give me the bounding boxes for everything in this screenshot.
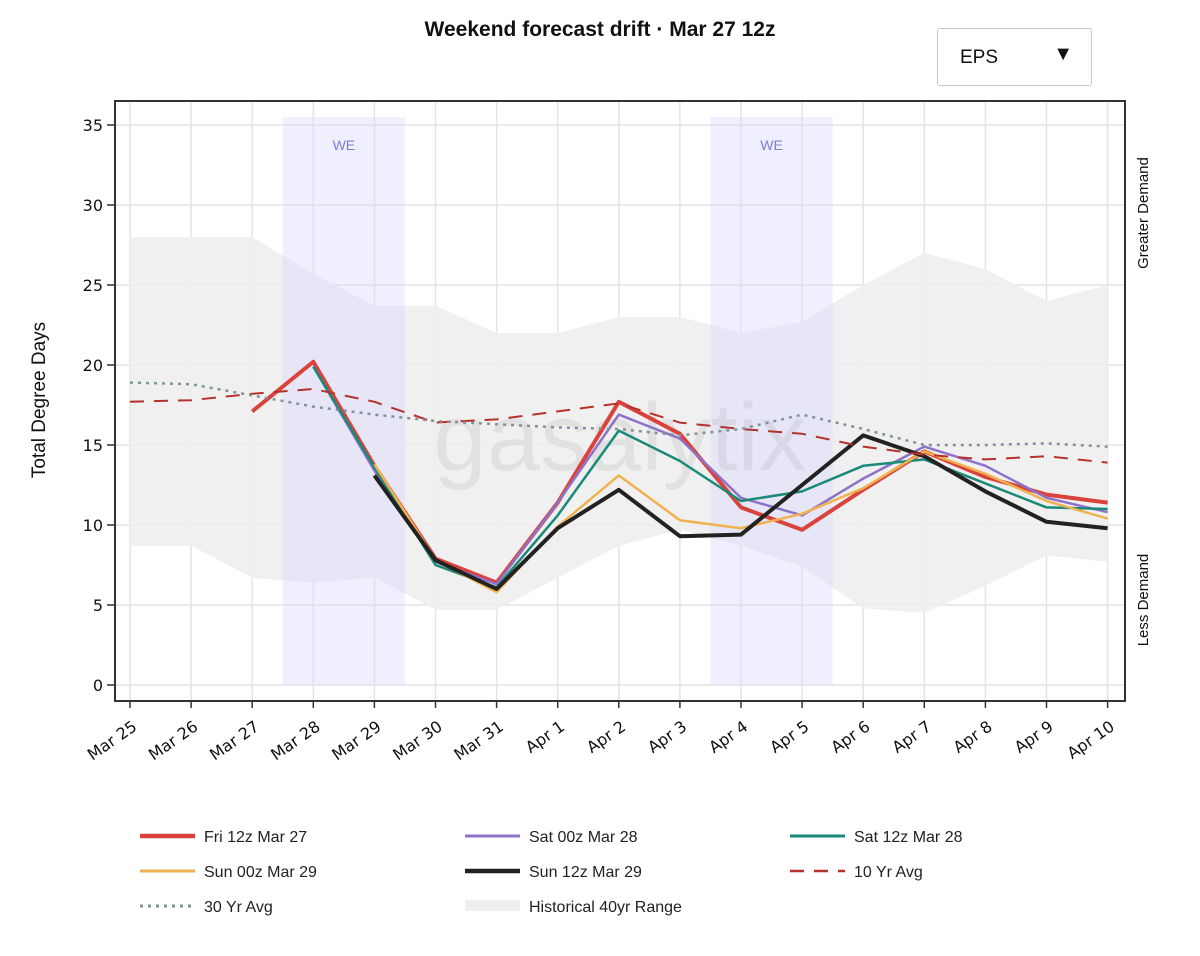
legend-item-fri12z: Fri 12z Mar 27 <box>140 829 307 846</box>
legend: Fri 12z Mar 27 Sat 00z Mar 28 Sat 12z Mar … <box>140 829 963 916</box>
legend-item-sun12z: Sun 12z Mar 29 <box>465 864 642 881</box>
legend-label: Sat 00z Mar 28 <box>529 829 638 846</box>
series-layer <box>129 359 1108 594</box>
x-tick-label: Apr 10 <box>1063 717 1117 763</box>
chevron-down-icon: ▼ <box>1053 43 1073 65</box>
plot-frame <box>114 100 1126 702</box>
x-tick-label: Apr 9 <box>1011 717 1057 757</box>
legend-label: Fri 12z Mar 27 <box>204 829 307 846</box>
legend-label: 30 Yr Avg <box>204 899 273 916</box>
greater-demand-label: Greater Demand <box>1135 157 1152 269</box>
y-tick-label: 20 <box>83 356 103 375</box>
y-tick-label: 5 <box>93 596 103 615</box>
x-tick-label: Apr 6 <box>827 717 873 757</box>
x-tick-label: Apr 5 <box>766 717 812 757</box>
historical-range-band <box>130 237 1108 613</box>
y-tick-label: 25 <box>83 276 103 295</box>
legend-item-hist: Historical 40yr Range <box>465 899 682 916</box>
y-tick-label: 0 <box>93 676 103 695</box>
weekend-label: WE <box>333 137 356 153</box>
legend-label: 10 Yr Avg <box>854 864 923 881</box>
y-tick-label: 35 <box>83 116 103 135</box>
x-tick-label: Apr 1 <box>522 717 568 757</box>
legend-item-avg30: 30 Yr Avg <box>140 899 273 916</box>
x-tick-label: Mar 31 <box>450 717 506 764</box>
series-line-sun00z <box>373 450 1108 594</box>
legend-label: Historical 40yr Range <box>529 899 682 916</box>
x-axis: Mar 25 Mar 26 Mar 27 Mar 28 Mar 29 Mar 30 Mar … <box>84 701 1118 764</box>
x-tick-label: Mar 25 <box>84 717 140 764</box>
weekend-label: WE <box>760 137 783 153</box>
x-tick-label: Mar 30 <box>389 717 445 764</box>
x-tick-label: Apr 8 <box>950 717 996 757</box>
x-tick-label: Apr 2 <box>583 717 629 757</box>
x-tick-label: Mar 27 <box>206 717 262 764</box>
model-select-value: EPS <box>960 47 999 68</box>
legend-label: Sat 12z Mar 28 <box>854 829 963 846</box>
model-select-dropdown[interactable]: EPS ▼ <box>937 28 1092 86</box>
series-line-sat12z <box>312 365 1108 589</box>
legend-item-sat12z: Sat 12z Mar 28 <box>790 829 963 846</box>
y-axis-label: Total Degree Days <box>29 322 50 478</box>
historical-range-layer <box>130 237 1108 613</box>
less-demand-label: Less Demand <box>1135 554 1152 647</box>
x-tick-label: Mar 26 <box>145 717 201 764</box>
x-tick-label: Apr 3 <box>644 717 690 757</box>
series-line-avg10 <box>129 388 1108 464</box>
x-tick-label: Mar 28 <box>267 717 323 764</box>
x-tick-label: Apr 7 <box>889 717 935 757</box>
y-tick-label: 30 <box>83 196 103 215</box>
y-tick-label: 15 <box>83 436 103 455</box>
weekend-layer: WE WE <box>282 117 833 685</box>
x-tick-label: Apr 4 <box>705 717 751 757</box>
y-axis: 0 5 10 15 20 25 30 35 <box>83 116 115 695</box>
legend-label: Sun 12z Mar 29 <box>529 864 642 881</box>
legend-label: Sun 00z Mar 29 <box>204 864 317 881</box>
y-tick-label: 10 <box>83 516 103 535</box>
series-line-sun12z <box>372 433 1108 591</box>
weekend-shade <box>282 117 405 685</box>
x-tick-label: Mar 29 <box>328 717 384 764</box>
legend-item-sat00z: Sat 00z Mar 28 <box>465 829 638 846</box>
chart-title: Weekend forecast drift · Mar 27 12z <box>424 18 776 41</box>
legend-item-sun00z: Sun 00z Mar 29 <box>140 864 317 881</box>
weekend-shade <box>710 117 833 685</box>
legend-swatch-hist <box>465 900 520 911</box>
legend-item-avg10: 10 Yr Avg <box>790 864 923 881</box>
